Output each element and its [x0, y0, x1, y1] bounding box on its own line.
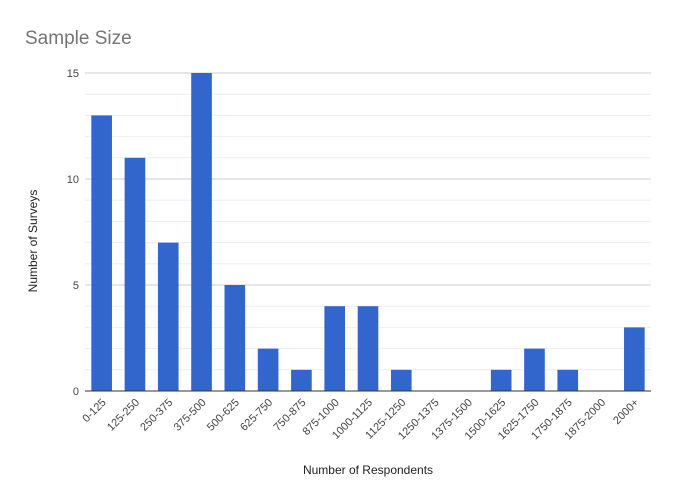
x-tick-label: 375-500: [172, 397, 209, 434]
bar-1750-1875: [557, 369, 579, 391]
bar-1500-1625: [490, 369, 512, 391]
bar-1625-1750: [524, 348, 545, 391]
x-axis-label: Number of Respondents: [303, 463, 433, 477]
bar-0-125: [91, 115, 112, 392]
y-tick-label: 5: [73, 280, 79, 292]
bar-1000-1125: [357, 306, 379, 391]
y-tick-label: 15: [67, 68, 79, 80]
bar-625-750: [257, 348, 279, 391]
bar-375-500: [191, 73, 212, 391]
bar-750-875: [291, 369, 312, 391]
bars: [91, 73, 645, 392]
bar-500-625: [224, 285, 246, 391]
y-tick-label: 10: [67, 174, 79, 186]
x-tick-label: 125-250: [105, 397, 142, 434]
bar-2000+: [624, 327, 645, 391]
x-tick-label: 500-625: [205, 397, 242, 434]
bar-125-250: [124, 157, 146, 391]
y-axis-label: Number of Surveys: [26, 190, 40, 293]
chart-title: Sample Size: [25, 28, 132, 49]
bar-875-1000: [324, 306, 346, 391]
gridlines: [85, 72, 651, 371]
x-tick-label: 250-375: [138, 397, 175, 434]
bar-1125-1250: [390, 369, 412, 391]
x-axis-ticks: 0-125125-250250-375375-500500-625625-750…: [80, 397, 641, 443]
y-axis-ticks: 0 5 10 15: [67, 68, 79, 398]
y-tick-label: 0: [73, 386, 79, 398]
x-tick-label: 0-125: [80, 397, 108, 425]
x-tick-label: 625-750: [238, 397, 275, 434]
bar-250-375: [157, 242, 179, 391]
x-tick-label: 2000+: [611, 397, 641, 427]
